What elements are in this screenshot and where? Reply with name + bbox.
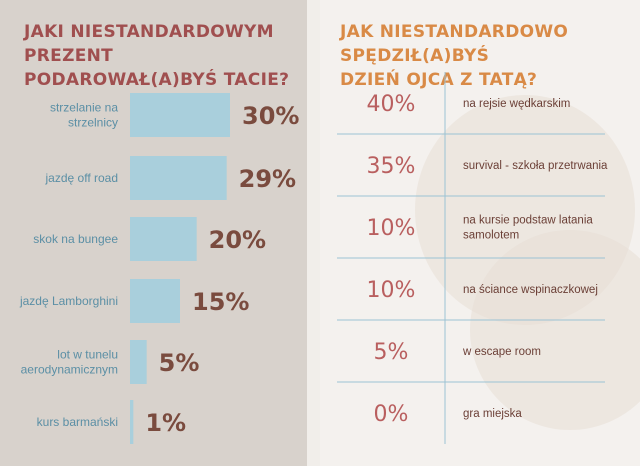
category-label-5: kurs barmański [37, 415, 118, 429]
row-percent-1: 35% [367, 154, 416, 179]
category-label-2: skok na bungee [33, 232, 118, 246]
bar-4 [130, 340, 147, 384]
left-title-line-1: JAKI NIESTANDARDOWYM PREZENT [24, 22, 274, 66]
row-percent-3: 10% [367, 278, 416, 303]
category-label-4: lot w tunelu aerodynamicznym [21, 348, 118, 377]
left-title-line-2: PODAROWAŁ(A)BYŚ TACIE? [24, 70, 290, 90]
value-label-1: 29% [239, 165, 296, 193]
right-title-line-1: JAK NIESTANDARDOWO SPĘDZIŁ(A)BYŚ [340, 22, 569, 66]
background-photo-shape-2 [470, 230, 640, 430]
value-label-5: 1% [145, 409, 186, 437]
bar-5 [130, 400, 134, 444]
row-label-1: survival - szkoła przetrwania [463, 160, 608, 172]
row-label-2: na kursie podstaw latania samolotem [463, 215, 593, 242]
right-title-line-2: DZIEŃ OJCA Z TATĄ? [340, 70, 538, 90]
value-label-3: 15% [192, 288, 249, 316]
bar-0 [130, 93, 230, 137]
row-percent-5: 0% [374, 402, 409, 427]
row-label-5: gra miejska [463, 408, 522, 420]
category-label-1: jazdę off road [45, 171, 119, 185]
right-chart-title: JAK NIESTANDARDOWO SPĘDZIŁ(A)BYŚ DZIEŃ O… [340, 20, 630, 92]
bar-1 [130, 156, 227, 200]
value-label-4: 5% [159, 349, 200, 377]
row-percent-2: 10% [367, 216, 416, 241]
left-bar-chart: strzelanie na strzelnicy 30% jazdę off road… [19, 93, 299, 444]
value-label-0: 30% [242, 102, 299, 130]
row-percent-0: 40% [367, 92, 416, 117]
bar-3 [130, 279, 180, 323]
row-percent-4: 5% [374, 340, 409, 365]
bar-2 [130, 217, 197, 261]
left-chart-title: JAKI NIESTANDARDOWYM PREZENT PODAROWAŁ(A… [24, 20, 314, 92]
row-label-0: na rejsie wędkarskim [463, 98, 570, 110]
right-panel [320, 0, 640, 466]
row-label-4: w escape room [462, 346, 541, 358]
row-label-3: na ściance wspinaczkowej [463, 284, 598, 296]
category-label-3: jazdę Lamborghini [19, 294, 118, 308]
category-label-0: strzelanie na strzelnicy [50, 101, 118, 130]
value-label-2: 20% [209, 226, 266, 254]
